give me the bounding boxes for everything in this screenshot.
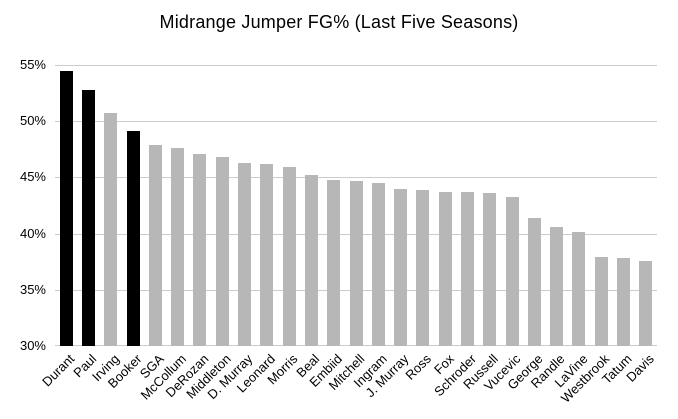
bar-beal (304, 175, 318, 346)
y-axis-tick-label: 50% (19, 113, 46, 129)
y-axis-tick-label: 40% (19, 225, 46, 241)
bar-durant (59, 70, 73, 346)
bar-russell (483, 193, 497, 346)
bar-morris (282, 167, 296, 346)
y-axis-tick-label: 55% (19, 57, 46, 72)
bar-davis (639, 260, 653, 346)
bar-paul (81, 89, 95, 346)
bar-mccollum (171, 148, 185, 346)
bar-d-murray (238, 162, 252, 346)
bar-george (527, 217, 541, 346)
bar-schroder (460, 192, 474, 346)
x-axis-tick-label: Ross (402, 351, 435, 383)
bar-j-murray (394, 188, 408, 346)
y-axis-tick-label: 35% (19, 281, 46, 297)
y-axis-tick-label: 30% (19, 338, 46, 353)
bar-irving (104, 113, 118, 346)
bar-ingram (371, 183, 385, 346)
bar-tatum (617, 258, 631, 346)
bar-ross (416, 189, 430, 346)
bar-derozan (193, 153, 207, 346)
bar-randle (550, 226, 564, 346)
bar-westbrook (594, 257, 608, 346)
gridline (55, 65, 657, 66)
chart-title: Midrange Jumper FG% (Last Five Seasons) (159, 12, 519, 32)
y-axis-tick-label: 45% (19, 169, 46, 185)
bar-middleton (215, 157, 229, 346)
bar-lavine (572, 232, 586, 346)
bar-sga (148, 144, 162, 346)
plot-area (55, 65, 657, 346)
bar-embiid (327, 179, 341, 346)
bar-vucevic (505, 196, 519, 346)
gridline (55, 121, 657, 123)
bar-mitchell (349, 180, 363, 346)
bar-leonard (260, 163, 274, 346)
gridline (55, 177, 657, 179)
bar-fox (438, 192, 452, 346)
bar-booker (126, 131, 140, 346)
